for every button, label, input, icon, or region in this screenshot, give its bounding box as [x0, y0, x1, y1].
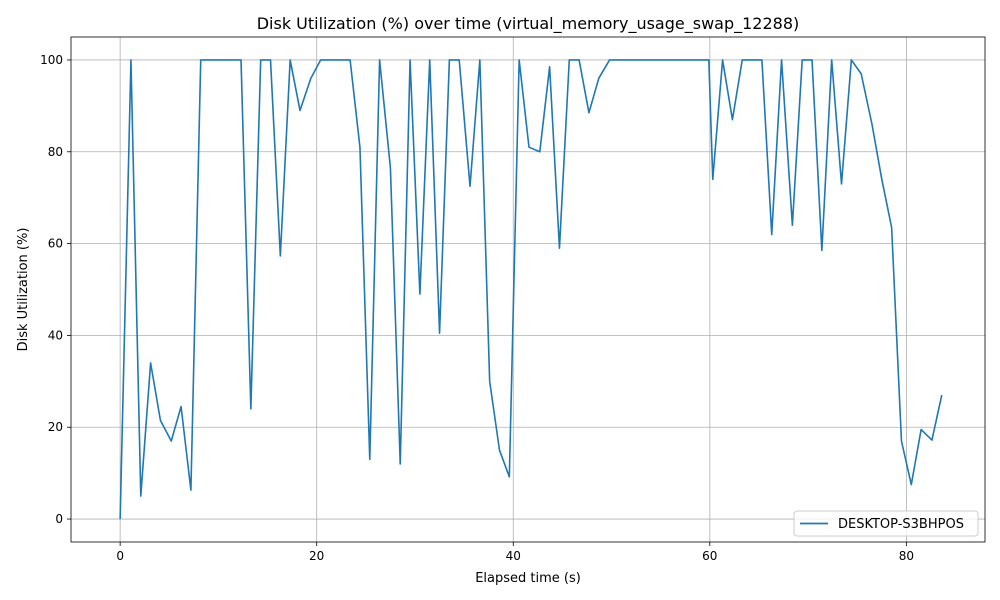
- x-tick-label: 0: [116, 549, 124, 563]
- y-tick-label: 20: [48, 420, 63, 434]
- y-tick-label: 60: [48, 237, 63, 251]
- x-tick-label: 60: [702, 549, 717, 563]
- y-tick-label: 80: [48, 145, 63, 159]
- x-axis-label: Elapsed time (s): [475, 571, 581, 586]
- x-tick-label: 20: [309, 549, 324, 563]
- x-axis-ticks: 0 20 40 60 80: [116, 542, 914, 563]
- series-line-desktop-s3bhpos: [119, 59, 943, 520]
- legend: DESKTOP-S3BHPOS: [793, 510, 979, 537]
- x-tick-label: 40: [506, 549, 521, 563]
- legend-label-desktop-s3bhpos: DESKTOP-S3BHPOS: [838, 517, 964, 532]
- y-tick-label: 0: [55, 512, 63, 526]
- y-tick-label: 100: [40, 53, 63, 67]
- y-axis-ticks: 0 20 40 60 80 100: [40, 53, 71, 526]
- series-layer: [119, 59, 943, 520]
- chart-title: Disk Utilization (%) over time (virtual_…: [257, 14, 800, 34]
- plot-frame: [70, 36, 986, 543]
- y-axis-label: Disk Utilization (%): [16, 228, 31, 352]
- legend-box: [793, 510, 979, 537]
- y-tick-label: 40: [48, 328, 63, 342]
- x-tick-label: 80: [899, 549, 914, 563]
